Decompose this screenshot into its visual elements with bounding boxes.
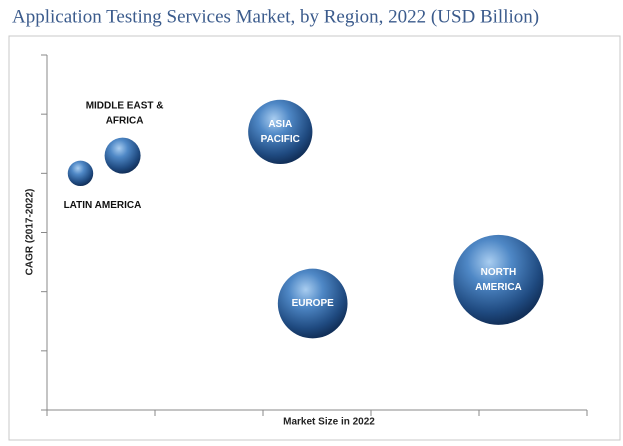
- bubble-label: EUROPE: [292, 298, 335, 309]
- bubble-label: MIDDLE EAST &: [86, 101, 164, 112]
- bubble-label: LATIN AMERICA: [64, 200, 142, 211]
- x-axis-label: Market Size in 2022: [283, 417, 375, 428]
- bubble-label: NORTH: [481, 267, 517, 278]
- bubble: [104, 137, 141, 174]
- chart-title: Application Testing Services Market, by …: [12, 6, 539, 27]
- y-axis-label: CAGR (2017-2022): [25, 189, 36, 276]
- bubble-label: AFRICA: [106, 116, 144, 127]
- bubble: [277, 268, 348, 339]
- bubble-label: ASIA: [268, 119, 292, 130]
- bubble-label: PACIFIC: [261, 134, 300, 145]
- bubble: [453, 234, 544, 325]
- bubble-label: AMERICA: [475, 282, 522, 293]
- bubble: [248, 99, 313, 165]
- bubble: [67, 160, 94, 187]
- frame: [8, 35, 621, 441]
